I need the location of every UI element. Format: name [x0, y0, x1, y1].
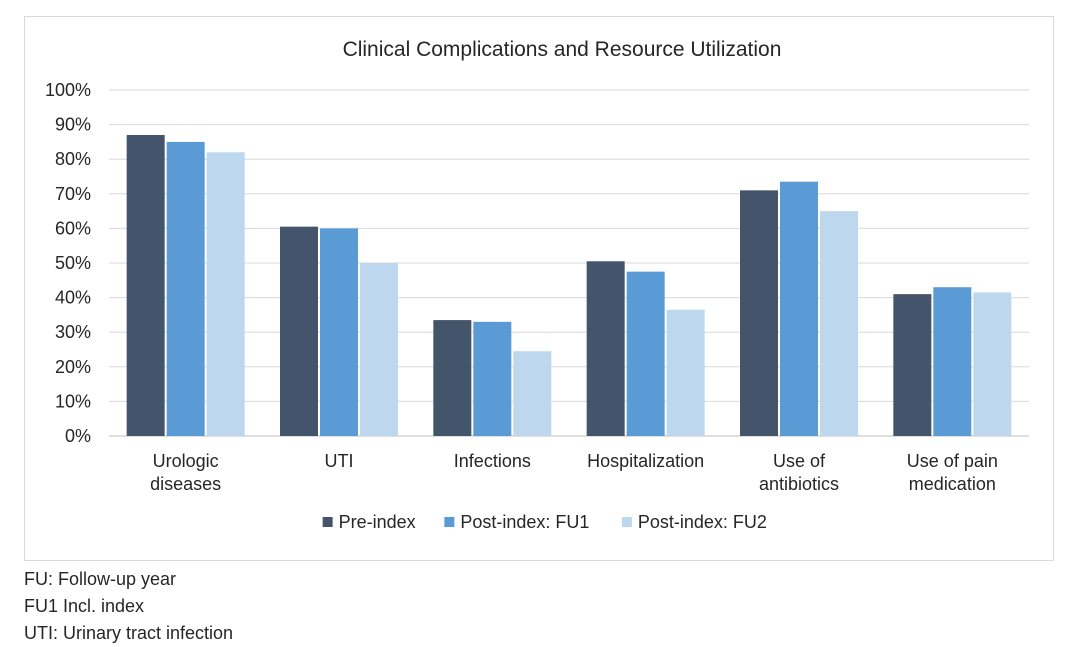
chart-frame: Clinical Complications and Resource Util…	[24, 16, 1054, 561]
legend-swatch	[621, 517, 632, 527]
bar-post-index-fu2	[360, 263, 398, 436]
bar-post-index-fu1	[780, 181, 818, 436]
bar-post-index-fu2	[666, 309, 705, 436]
y-tick-label: 30%	[55, 322, 91, 342]
x-category-label: diseases	[150, 474, 221, 494]
legend-swatch	[444, 517, 455, 527]
y-tick-label: 70%	[55, 184, 91, 204]
y-tick-label: 80%	[55, 149, 91, 169]
bar-pre-index	[586, 261, 625, 436]
y-tick-label: 90%	[55, 115, 91, 135]
chart-title: Clinical Complications and Resource Util…	[343, 38, 782, 61]
footnotes: FU: Follow-up year FU1 Incl. index UTI: …	[24, 566, 233, 647]
y-tick-label: 0%	[65, 426, 91, 446]
bar-chart: Clinical Complications and Resource Util…	[45, 38, 1029, 532]
y-tick-label: 100%	[45, 80, 91, 100]
bar-pre-index	[433, 320, 472, 436]
legend-swatch	[322, 517, 333, 527]
footnote-fu: FU: Follow-up year	[24, 569, 177, 589]
legend-label: Post-index: FU1	[460, 512, 589, 532]
bar-post-index-fu2	[206, 152, 245, 436]
footnote-uti: UTI: Urinary tract infection	[24, 623, 234, 643]
x-category-label: medication	[909, 474, 996, 494]
y-tick-label: 60%	[55, 218, 91, 238]
x-category-label: Use of	[773, 451, 826, 471]
bar-pre-index	[126, 134, 165, 436]
y-tick-label: 40%	[55, 288, 91, 308]
bar-pre-index	[280, 226, 318, 436]
bar-post-index-fu1	[473, 321, 512, 436]
x-category-label: UTI	[325, 451, 354, 471]
bar-post-index-fu2	[973, 292, 1012, 436]
bar-post-index-fu1	[626, 271, 665, 436]
x-category-label: Infections	[454, 451, 531, 471]
y-tick-label: 10%	[55, 391, 91, 411]
y-tick-label: 50%	[55, 253, 91, 273]
bar-pre-index	[740, 190, 778, 436]
legend-label: Pre-index	[339, 512, 416, 532]
x-category-label: antibiotics	[759, 474, 839, 494]
bar-post-index-fu2	[513, 351, 552, 436]
y-tick-label: 20%	[55, 357, 91, 377]
x-category-label: Urologic	[153, 451, 219, 471]
x-category-label: Use of pain	[907, 451, 998, 471]
legend-label: Post-index: FU2	[638, 512, 767, 532]
bar-post-index-fu1	[166, 141, 205, 436]
bar-post-index-fu1	[933, 287, 972, 436]
bar-post-index-fu1	[320, 228, 358, 436]
bar-pre-index	[893, 294, 932, 436]
x-category-label: Hospitalization	[587, 451, 704, 471]
footnote-fu1: FU1 Incl. index	[24, 596, 145, 616]
bar-post-index-fu2	[820, 211, 858, 436]
